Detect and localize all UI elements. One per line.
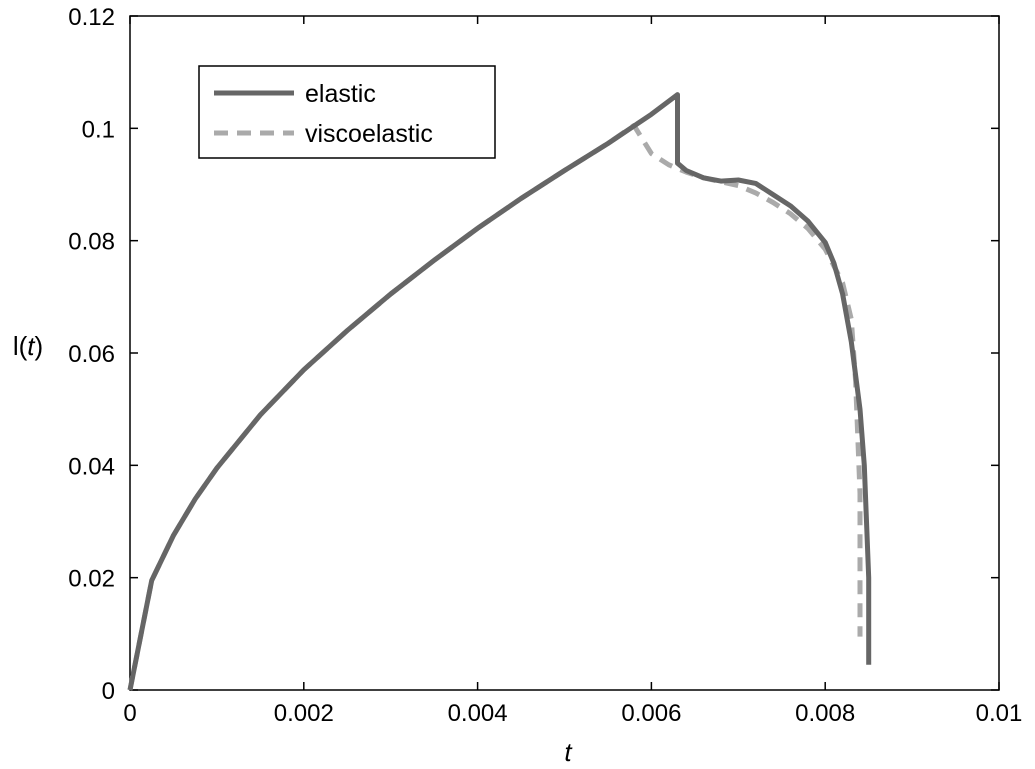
y-axis-label-prefix: l( [13,331,28,361]
y-tick-label: 0.02 [68,566,115,593]
y-tick-labels: 0 0.02 0.04 0.06 0.08 0.1 0.12 [68,4,115,705]
x-tick-label: 0.002 [274,700,334,727]
y-tick-label: 0.08 [68,229,115,256]
y-axis-label: l(t) [13,331,43,361]
x-tick-label: 0.006 [621,700,681,727]
y-tick-label: 0.04 [68,453,115,480]
y-axis-label-suffix: ) [35,331,44,361]
y-tick-label: 0.12 [68,4,115,31]
x-tick-label: 0 [123,700,136,727]
x-tick-labels: 0 0.002 0.004 0.006 0.008 0.01 [123,700,1022,727]
y-tick-label: 0 [102,678,115,705]
legend: elastic viscoelastic [198,65,496,159]
y-tick-label: 0.06 [68,341,115,368]
x-axis-label: t [564,737,573,767]
x-tick-label: 0.004 [448,700,508,727]
y-tick-label: 0.1 [82,116,115,143]
x-tick-label: 0.008 [795,700,855,727]
series-lines [127,92,872,691]
x-tick-label: 0.01 [976,700,1023,727]
y-axis-label-variable: t [27,331,36,361]
legend-label-viscoelastic: viscoelastic [305,120,433,148]
legend-box [198,65,496,159]
series-line-elastic [127,92,872,691]
legend-label-elastic: elastic [305,80,376,108]
